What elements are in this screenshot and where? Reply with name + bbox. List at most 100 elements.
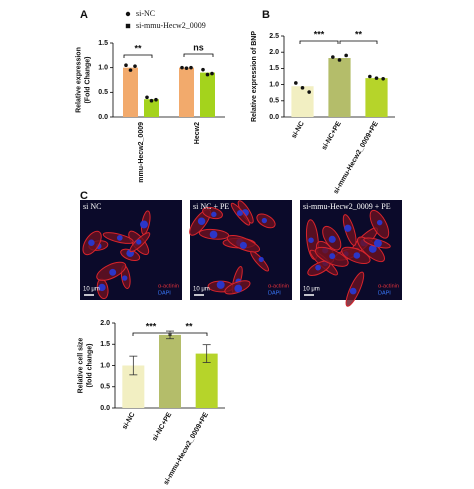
x-tick-label: si-NC+PE bbox=[151, 411, 173, 442]
nucleus bbox=[376, 219, 383, 226]
y-tick-label: 0.5 bbox=[269, 98, 279, 105]
significance-label: ** bbox=[355, 29, 363, 39]
significance-label: *** bbox=[146, 321, 157, 331]
nucleus bbox=[216, 280, 225, 289]
y-tick-label: 0.5 bbox=[100, 384, 110, 391]
data-point bbox=[184, 66, 189, 70]
nucleus bbox=[368, 244, 377, 253]
significance-bracket bbox=[339, 40, 378, 44]
y-tick-label: 1.0 bbox=[269, 81, 279, 88]
y-tick-label: 0.0 bbox=[100, 405, 110, 412]
x-tick-label: si-mmu-Hecw2_0009+PE bbox=[163, 411, 210, 486]
bar bbox=[328, 58, 351, 117]
panel-letter: B bbox=[262, 9, 270, 21]
nucleus bbox=[234, 284, 243, 293]
data-point bbox=[210, 71, 214, 76]
legend-label: si-NC bbox=[136, 9, 155, 18]
nucleus bbox=[308, 237, 314, 243]
data-point bbox=[374, 76, 379, 80]
significance-bracket bbox=[183, 53, 214, 57]
micrograph-label: si NC bbox=[83, 202, 101, 211]
nucleus bbox=[373, 239, 382, 248]
data-point bbox=[331, 55, 335, 59]
data-point bbox=[124, 63, 128, 67]
legend-marker bbox=[125, 23, 131, 29]
bar bbox=[123, 67, 138, 117]
x-tick-label: si-NC bbox=[291, 120, 306, 139]
y-axis-label: Relative cell size bbox=[77, 338, 84, 394]
y-axis-label: (fold change) bbox=[86, 344, 93, 388]
x-tick-label: si-mmu-Hecw2_0009+PE bbox=[333, 120, 380, 195]
bar bbox=[291, 86, 314, 117]
data-point bbox=[294, 81, 298, 85]
y-tick-label: 1.0 bbox=[98, 65, 108, 72]
x-tick-label: si-NC+PE bbox=[321, 120, 343, 151]
nucleus bbox=[349, 287, 357, 295]
bar bbox=[200, 72, 215, 117]
significance-label: *** bbox=[314, 29, 325, 39]
y-tick-label: 1.5 bbox=[100, 341, 110, 348]
bar bbox=[179, 67, 194, 117]
y-tick-label: 0.5 bbox=[98, 89, 108, 96]
nucleus bbox=[140, 220, 148, 229]
bar bbox=[195, 353, 218, 408]
y-tick-label: 2.5 bbox=[269, 33, 279, 40]
y-tick-label: 1.0 bbox=[100, 362, 110, 369]
significance-bracket bbox=[123, 54, 153, 58]
data-point bbox=[205, 72, 210, 77]
data-point bbox=[381, 76, 385, 81]
stain-label: α-actinin bbox=[268, 283, 289, 289]
nucleus bbox=[261, 217, 267, 224]
scale-label: 10 μm bbox=[303, 287, 320, 293]
y-axis-label: (Fold Change) bbox=[84, 56, 91, 103]
stain-label: DAPI bbox=[378, 290, 391, 296]
significance-bracket bbox=[299, 40, 339, 44]
nucleus bbox=[136, 239, 142, 245]
nucleus bbox=[353, 252, 361, 259]
nucleus bbox=[88, 239, 95, 246]
data-point bbox=[368, 74, 372, 79]
y-tick-label: 0.0 bbox=[269, 114, 279, 121]
nucleus bbox=[98, 283, 106, 292]
panel-letter: C bbox=[80, 190, 88, 202]
scale-label: 10 μm bbox=[193, 287, 210, 293]
nucleus bbox=[211, 211, 217, 218]
stain-label: DAPI bbox=[158, 290, 171, 296]
nucleus bbox=[344, 224, 352, 232]
panel-letter: A bbox=[80, 9, 88, 21]
y-tick-label: 0.0 bbox=[98, 114, 108, 121]
nucleus bbox=[328, 235, 336, 243]
data-point bbox=[154, 97, 158, 102]
data-point bbox=[133, 64, 137, 68]
data-point bbox=[337, 58, 342, 62]
data-point bbox=[189, 65, 193, 70]
significance-label: ns bbox=[193, 42, 204, 52]
y-tick-label: 2.0 bbox=[269, 49, 279, 56]
nucleus bbox=[109, 268, 117, 276]
stain-label: α-actinin bbox=[378, 283, 399, 289]
nucleus bbox=[116, 235, 123, 241]
y-axis-label: Relative expression of BNP bbox=[251, 31, 258, 122]
data-point bbox=[180, 65, 184, 70]
data-point bbox=[149, 98, 154, 103]
significance-label: ** bbox=[185, 321, 193, 331]
x-tick-label: mmu-Hecw2_0009 bbox=[138, 122, 145, 183]
data-point bbox=[344, 53, 348, 58]
legend-marker bbox=[125, 11, 131, 17]
x-tick-label: Hecw2 bbox=[194, 122, 201, 144]
legend-label: si-mmu-Hecw2_0009 bbox=[136, 21, 206, 30]
data-point bbox=[307, 90, 311, 94]
nucleus bbox=[209, 230, 218, 239]
y-tick-label: 1.5 bbox=[98, 40, 108, 47]
stain-label: α-actinin bbox=[158, 283, 179, 289]
nucleus bbox=[258, 256, 264, 263]
y-axis-label: Relative expression bbox=[75, 47, 82, 113]
nucleus bbox=[329, 253, 336, 260]
y-tick-label: 1.5 bbox=[269, 65, 279, 72]
nucleus bbox=[121, 275, 128, 281]
data-point bbox=[145, 95, 149, 100]
data-point bbox=[128, 68, 133, 72]
